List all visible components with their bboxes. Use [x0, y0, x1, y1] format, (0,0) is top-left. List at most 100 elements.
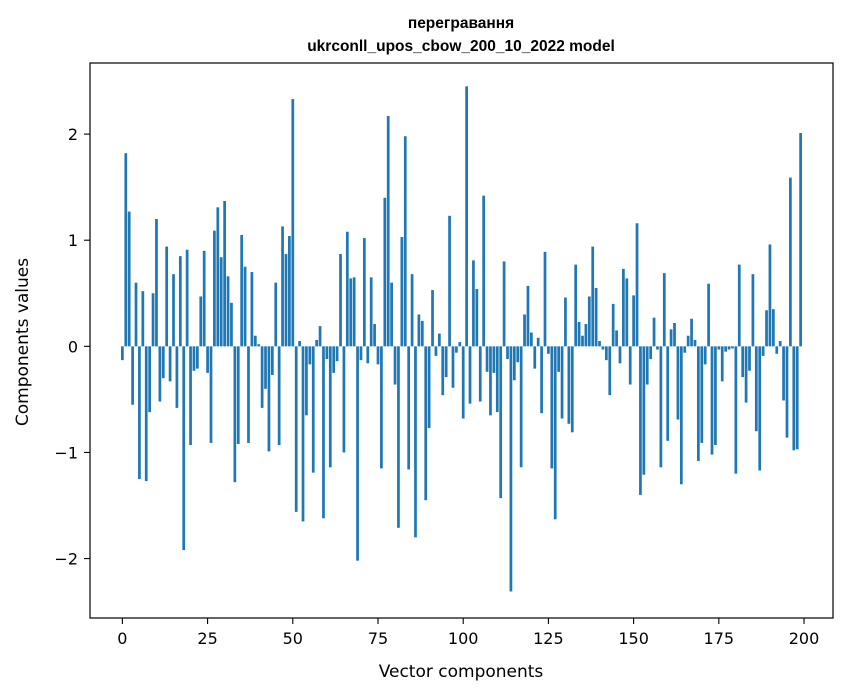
bar-5: [138, 346, 141, 479]
bar-138: [591, 246, 595, 347]
chart-title-line-2: ukrconll_upos_cbow_200_10_2022 model: [307, 38, 615, 55]
bar-105: [478, 346, 482, 402]
bar-25: [206, 346, 209, 373]
bar-102: [468, 346, 472, 404]
bar-60: [325, 346, 329, 360]
bar-158: [659, 346, 663, 468]
bar-62: [332, 346, 336, 373]
bar-97: [451, 346, 455, 388]
bar-61: [328, 346, 332, 468]
bar-179: [731, 346, 734, 349]
bar-40: [257, 344, 261, 347]
bar-20: [189, 346, 192, 446]
bar-59: [322, 346, 325, 519]
bar-159: [662, 273, 666, 347]
bar-121: [533, 346, 537, 369]
bar-84: [407, 346, 411, 470]
y-tick-label-2: 2: [68, 125, 78, 144]
bars-group: [121, 86, 802, 592]
bar-107: [485, 346, 489, 372]
y-axis: −2 −1 0 1 2: [54, 125, 90, 569]
bar-6: [141, 291, 145, 347]
bar-142: [604, 346, 608, 361]
bar-2: [127, 211, 131, 347]
x-axis-label: Vector components: [379, 662, 544, 682]
bar-30: [223, 200, 226, 347]
bar-45: [274, 282, 278, 347]
x-tick-label-25: 25: [197, 629, 217, 648]
bar-192: [775, 346, 779, 354]
bar-17: [178, 256, 182, 347]
bar-52: [298, 341, 301, 347]
bar-22: [195, 346, 199, 369]
bar-133: [574, 264, 578, 347]
bar-168: [693, 339, 697, 347]
bar-55: [308, 346, 312, 365]
bar-197: [792, 346, 796, 451]
bar-85: [410, 274, 414, 347]
x-tick-label-0: 0: [117, 629, 127, 648]
bar-126: [550, 346, 554, 469]
bar-49: [288, 235, 291, 347]
bar-70: [359, 346, 363, 361]
bar-117: [519, 346, 523, 468]
bar-135: [581, 335, 584, 347]
bar-90: [427, 346, 431, 429]
x-tick-label-100: 100: [448, 629, 479, 648]
bar-190: [768, 244, 772, 347]
bar-163: [676, 346, 680, 420]
bar-149: [628, 346, 632, 385]
bar-140: [598, 341, 601, 347]
bar-134: [577, 321, 581, 347]
bar-130: [564, 297, 567, 347]
bar-9: [151, 293, 155, 347]
bar-154: [645, 346, 649, 385]
bar-28: [216, 207, 220, 347]
bar-182: [741, 346, 745, 378]
bar-98: [455, 346, 458, 353]
bar-169: [697, 346, 700, 461]
bar-66: [345, 231, 349, 347]
bar-198: [795, 346, 799, 450]
bar-155: [649, 346, 653, 360]
bar-113: [506, 346, 509, 360]
bar-76: [380, 346, 383, 469]
bar-29: [219, 257, 223, 347]
bar-143: [608, 346, 612, 396]
bar-99: [458, 342, 462, 347]
bar-1: [124, 153, 128, 347]
bar-31: [226, 276, 230, 347]
bar-44: [270, 346, 274, 375]
bar-147: [622, 268, 625, 347]
bar-165: [683, 346, 687, 353]
bar-106: [482, 195, 486, 347]
bar-79: [390, 282, 393, 347]
bar-146: [618, 346, 622, 364]
bar-120: [530, 332, 533, 347]
bar-36: [243, 266, 247, 347]
bar-175: [717, 346, 721, 350]
bar-10: [155, 218, 158, 347]
bar-124: [543, 251, 547, 347]
x-tick-label-200: 200: [789, 629, 820, 648]
bar-58: [318, 326, 322, 347]
bar-23: [199, 296, 203, 347]
bar-183: [744, 346, 748, 403]
bar-88: [420, 320, 424, 347]
bar-176: [720, 346, 724, 382]
bar-178: [727, 346, 731, 350]
bar-57: [315, 339, 319, 347]
bar-181: [737, 264, 741, 347]
bar-145: [615, 330, 618, 347]
bar-136: [584, 324, 588, 347]
chart-title-line-1: перегравання: [408, 15, 514, 32]
bar-172: [707, 283, 710, 347]
bar-56: [311, 346, 315, 473]
x-axis: 0 25 50 75 100 125 150 175 200: [117, 618, 819, 648]
bar-170: [700, 346, 704, 443]
bar-195: [785, 346, 789, 438]
bar-24: [202, 250, 206, 347]
bar-191: [771, 309, 775, 347]
bar-173: [710, 346, 714, 455]
